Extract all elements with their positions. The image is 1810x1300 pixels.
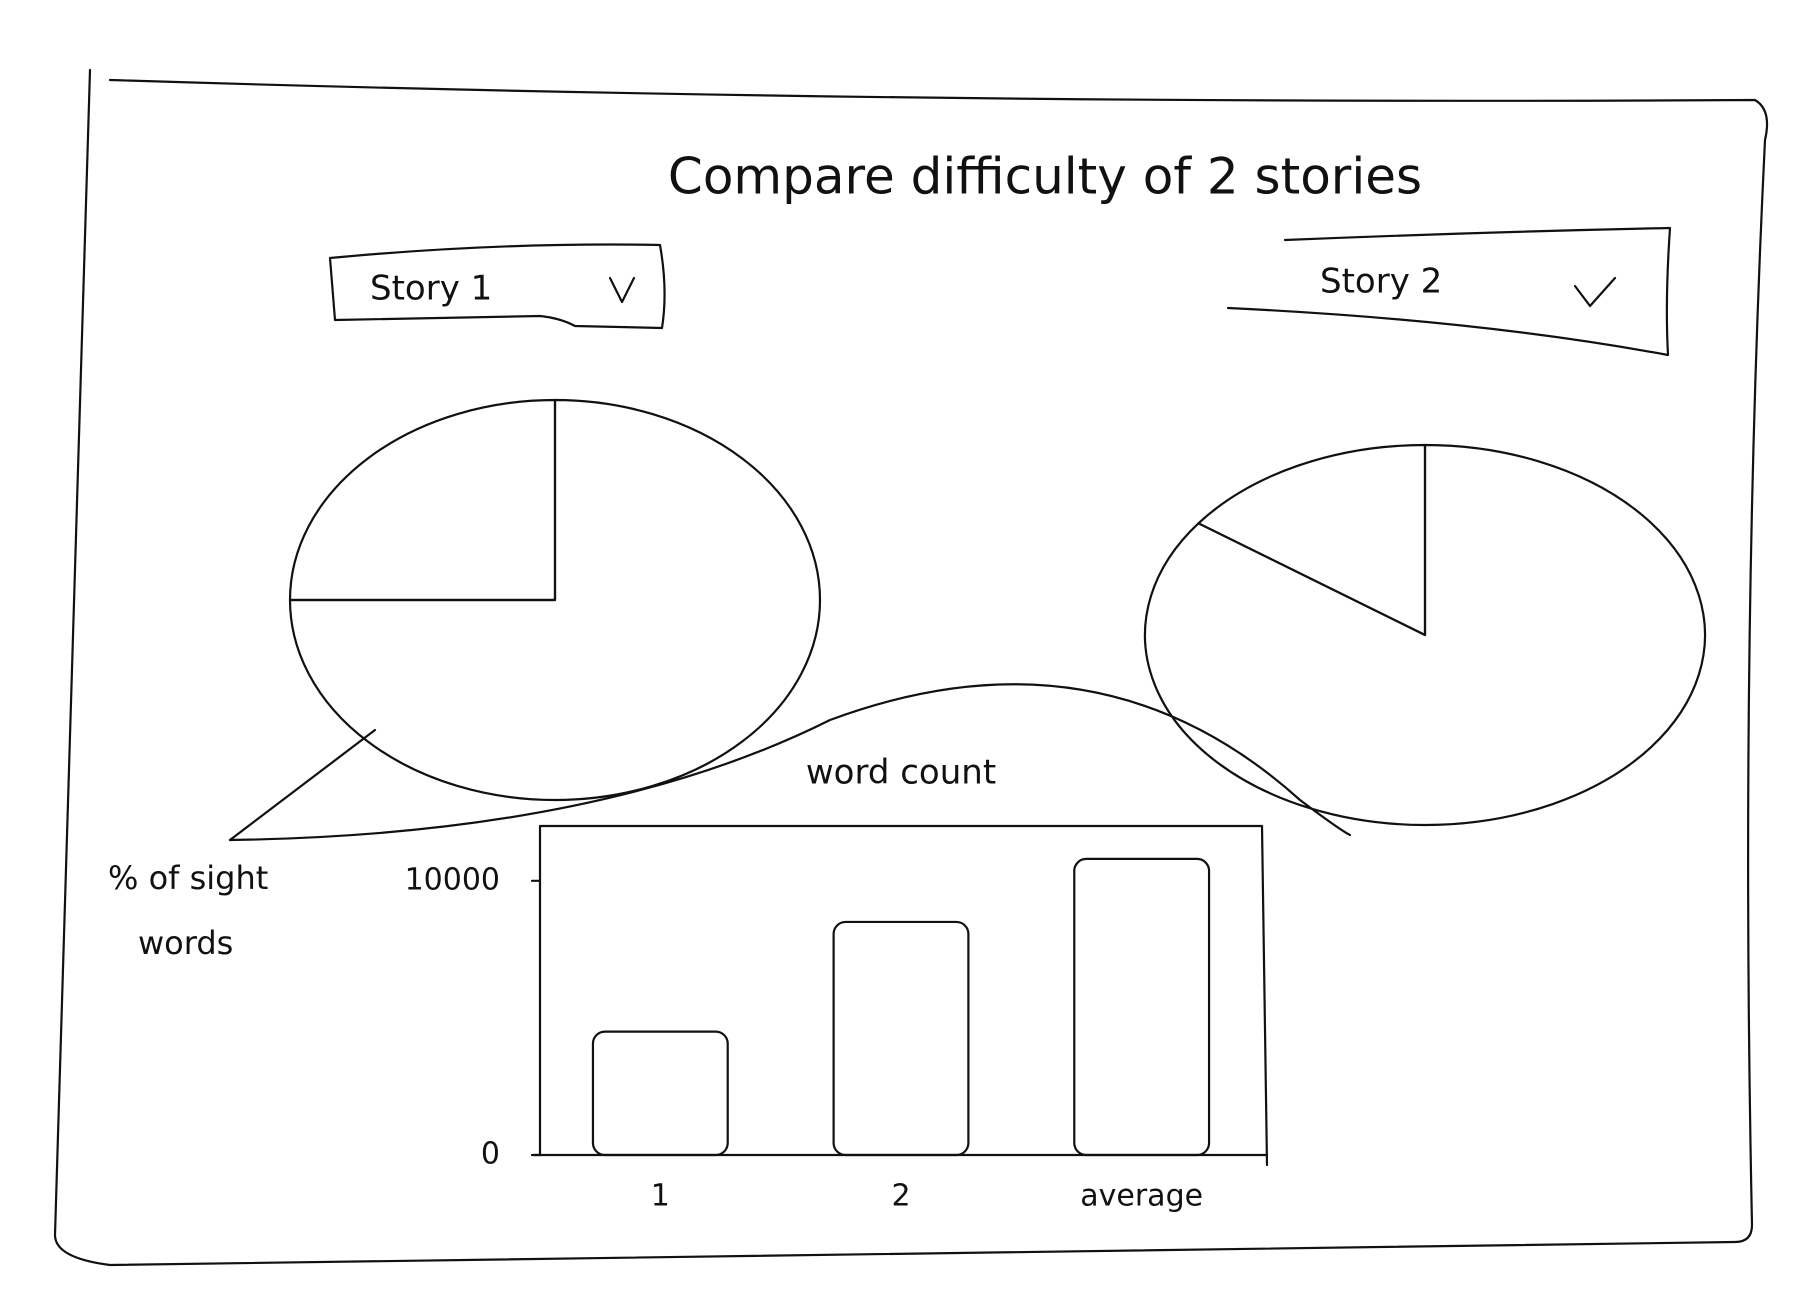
bar (591, 1030, 729, 1157)
callout-text: % of sight (108, 859, 268, 897)
story-2-dropdown[interactable]: Story 2 (1226, 226, 1672, 357)
x-tick-label: average (1080, 1179, 1203, 1214)
page-title: Compare difficulty of 2 stories (668, 148, 1422, 206)
bar (832, 920, 970, 1157)
callout-text: words (138, 924, 233, 962)
pie-slice (1143, 443, 1707, 827)
x-tick-label: 1 (651, 1179, 670, 1214)
pie-slice (1197, 443, 1427, 637)
dropdown-box (328, 243, 666, 330)
chart-frame (538, 824, 1269, 1167)
pie-slice (288, 398, 822, 802)
y-tick-label: 0 (481, 1137, 500, 1172)
callout-pointer (228, 728, 377, 842)
story-1-dropdown[interactable]: Story 1 (328, 243, 666, 330)
dropdown-chevron (608, 276, 636, 304)
window-frame (53, 68, 1769, 1267)
chart-title: word count (806, 753, 996, 793)
dropdown-label: Story 2 (1320, 262, 1442, 302)
bar (1073, 857, 1211, 1157)
pie-slice (288, 398, 557, 602)
y-tick-label: 10000 (405, 862, 500, 897)
dropdown-chevron (1573, 276, 1617, 308)
dropdown-box (1226, 226, 1672, 357)
x-tick-label: 2 (891, 1179, 910, 1214)
callout-swoosh (228, 683, 1352, 842)
dropdown-label: Story 1 (370, 269, 492, 309)
